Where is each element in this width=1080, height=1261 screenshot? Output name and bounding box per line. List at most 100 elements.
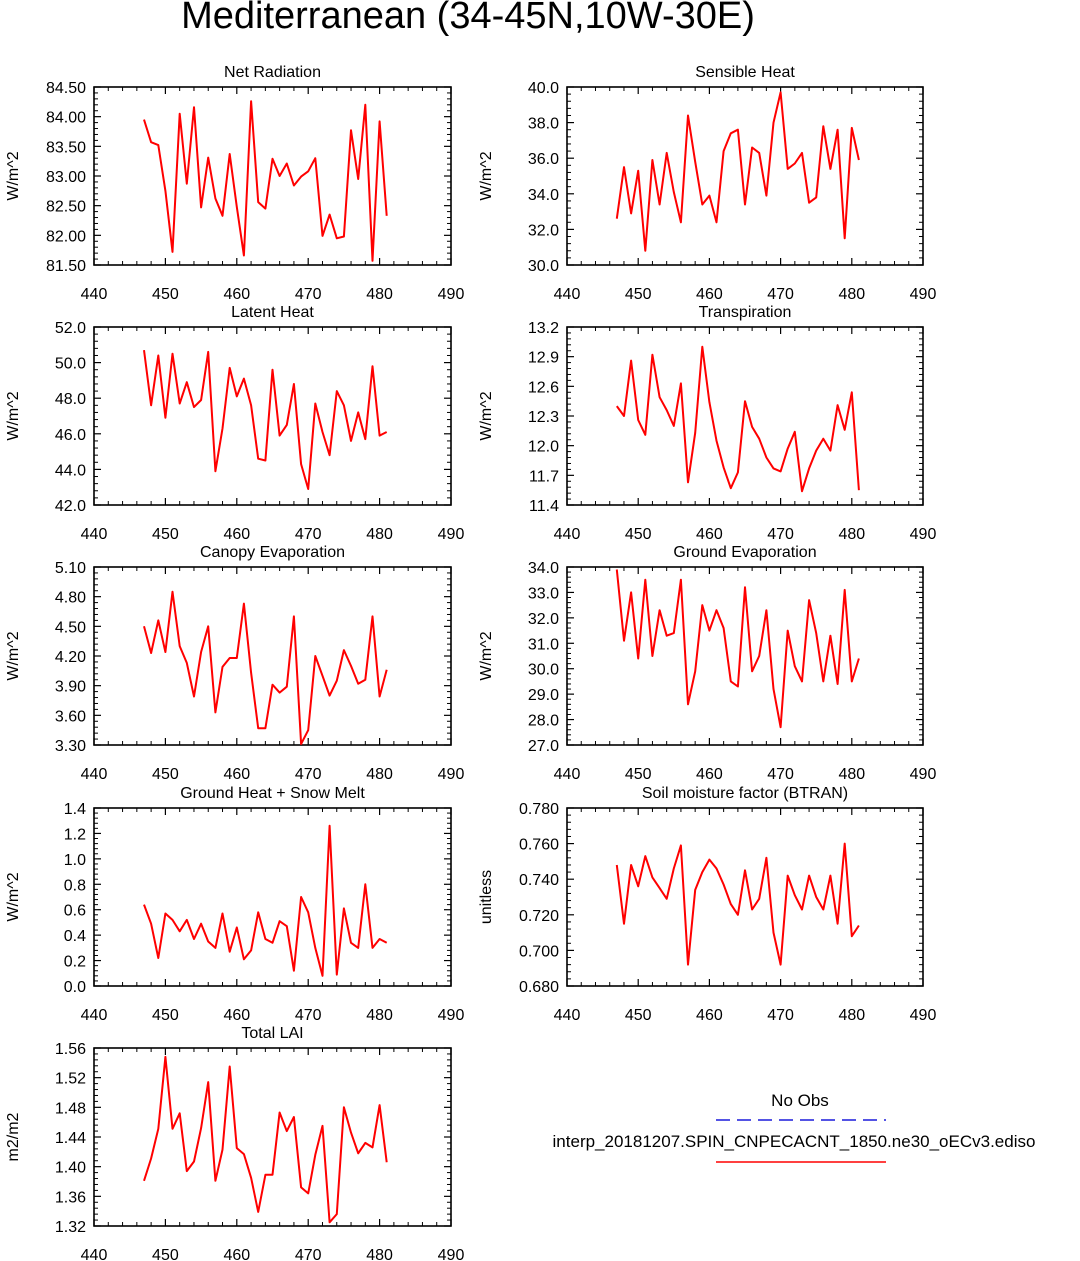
panel-4: Transpiration W/m^2 11.4 11.7 12.0 12.3 12.6 12… [478, 304, 936, 543]
x-tick-label: 450 [152, 526, 179, 543]
x-tick-label: 490 [910, 766, 937, 783]
series-line-model [143, 349, 388, 490]
panel-2: Sensible Heat W/m^2 30.0 32.0 34.0 36.0 38.0 40… [478, 64, 936, 303]
x-tick-label: 450 [625, 766, 652, 783]
x-tick-label: 440 [81, 766, 108, 783]
y-tick-label: 0.8 [64, 877, 86, 894]
x-tick-label: 450 [625, 1007, 652, 1024]
x-tick-label: 490 [438, 1247, 465, 1261]
y-tick-label: 3.60 [55, 708, 86, 725]
y-tick-label: 33.0 [528, 585, 559, 602]
y-tick-label: 12.3 [528, 409, 559, 426]
y-tick-label: 32.0 [528, 222, 559, 239]
x-tick-label: 470 [295, 526, 322, 543]
y-tick-label: 28.0 [528, 713, 559, 730]
x-tick-label: 470 [767, 766, 794, 783]
x-tick-label: 440 [81, 1007, 108, 1024]
x-tick-label: 480 [838, 286, 865, 303]
panel-title: Ground Evaporation [673, 544, 816, 561]
x-tick-label: 470 [295, 286, 322, 303]
x-tick-label: 440 [554, 1007, 581, 1024]
plot-frame [93, 1047, 452, 1227]
x-tick-label: 450 [152, 766, 179, 783]
x-tick-label: 490 [910, 526, 937, 543]
x-tick-label: 480 [838, 526, 865, 543]
y-tick-label: 30.0 [528, 662, 559, 679]
panel-9: Total LAI m2/m2 1.32 1.36 1.40 1.44 1.48 1.52 1.… [5, 1025, 464, 1261]
y-tick-label: 36.0 [528, 151, 559, 168]
y-axis-label: m2/m2 [5, 1112, 22, 1161]
panel-title: Soil moisture factor (BTRAN) [642, 785, 848, 802]
x-tick-label: 460 [696, 286, 723, 303]
y-tick-label: 0.700 [519, 943, 559, 960]
panel-title: Total LAI [241, 1025, 303, 1042]
y-tick-label: 12.9 [528, 350, 559, 367]
x-tick-label: 490 [438, 526, 465, 543]
y-axis-label: W/m^2 [478, 151, 495, 200]
panel-title: Ground Heat + Snow Melt [180, 785, 365, 802]
plot-frame [93, 566, 452, 746]
x-tick-label: 480 [366, 766, 393, 783]
y-tick-label: 0.760 [519, 837, 559, 854]
x-tick-label: 460 [696, 766, 723, 783]
y-tick-label: 11.4 [529, 498, 559, 515]
series-line-model [143, 824, 388, 977]
y-axis-label: W/m^2 [5, 151, 22, 200]
x-tick-label: 480 [366, 526, 393, 543]
panel-3: Latent Heat W/m^2 42.0 44.0 46.0 48.0 50.0 52.0… [5, 304, 464, 543]
legend-obs-label: No Obs [771, 1091, 829, 1110]
y-tick-label: 34.0 [528, 560, 559, 577]
x-tick-label: 460 [223, 1007, 250, 1024]
y-tick-label: 0.4 [64, 928, 86, 945]
y-tick-label: 1.40 [55, 1160, 86, 1177]
y-axis-label: unitless [478, 870, 495, 924]
x-tick-label: 450 [625, 286, 652, 303]
x-tick-label: 440 [81, 526, 108, 543]
panel-title: Transpiration [699, 304, 792, 321]
x-tick-label: 440 [81, 286, 108, 303]
y-tick-label: 1.48 [55, 1100, 86, 1117]
y-tick-label: 30.0 [528, 258, 559, 275]
x-tick-label: 470 [295, 1247, 322, 1261]
panel-title: Canopy Evaporation [200, 544, 345, 561]
y-axis-label: W/m^2 [478, 631, 495, 680]
y-tick-label: 42.0 [55, 498, 86, 515]
y-tick-label: 46.0 [55, 427, 86, 444]
x-tick-label: 460 [223, 766, 250, 783]
y-tick-label: 1.32 [55, 1219, 86, 1236]
y-tick-label: 12.0 [528, 439, 559, 456]
panel-5: Canopy Evaporation W/m^2 3.30 3.60 3.90 4.20 4… [5, 544, 464, 783]
y-tick-label: 1.36 [55, 1189, 86, 1206]
y-tick-label: 31.0 [528, 636, 559, 653]
x-tick-label: 470 [767, 286, 794, 303]
series-line-model [615, 345, 860, 493]
y-tick-label: 5.10 [55, 560, 86, 577]
x-tick-label: 460 [223, 526, 250, 543]
y-tick-label: 82.00 [46, 228, 86, 245]
x-tick-label: 440 [554, 766, 581, 783]
y-tick-label: 0.0 [64, 979, 86, 996]
plot-frame [93, 807, 452, 987]
y-tick-label: 84.00 [46, 110, 86, 127]
y-tick-label: 1.56 [55, 1041, 86, 1058]
panel-6: Ground Evaporation W/m^2 27.0 28.0 29.0 30.0 3… [478, 544, 936, 783]
plot-frame [566, 566, 924, 746]
y-tick-label: 27.0 [528, 738, 559, 755]
x-tick-label: 450 [152, 1007, 179, 1024]
panel-title: Sensible Heat [695, 64, 795, 81]
plot-frame [566, 807, 924, 987]
y-tick-label: 12.6 [528, 379, 559, 396]
panel-1: Net Radiation W/m^2 81.50 82.00 82.50 83.00 83… [5, 64, 464, 303]
y-tick-label: 1.2 [64, 826, 86, 843]
series-line-model [143, 1055, 388, 1224]
y-tick-label: 0.720 [519, 908, 559, 925]
y-tick-label: 83.50 [46, 139, 86, 156]
plot-frame [93, 326, 452, 506]
y-tick-label: 84.50 [46, 80, 86, 97]
x-tick-label: 470 [767, 1007, 794, 1024]
x-tick-label: 480 [366, 1007, 393, 1024]
x-tick-label: 440 [81, 1247, 108, 1261]
y-tick-label: 83.00 [46, 169, 86, 186]
panels: Net Radiation W/m^2 81.50 82.00 82.50 83.00 83… [5, 64, 936, 1261]
